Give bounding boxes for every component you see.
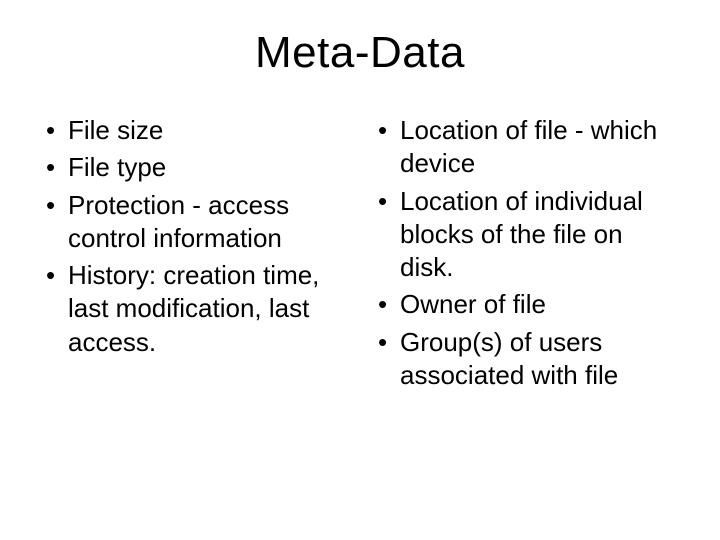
list-item: Owner of file <box>372 288 680 321</box>
right-bullet-list: Location of file - which device Location… <box>372 114 680 392</box>
columns-container: File size File type Protection - access … <box>40 114 680 396</box>
left-bullet-list: File size File type Protection - access … <box>40 114 348 359</box>
slide-title: Meta-Data <box>40 28 680 78</box>
list-item-text: Owner of file <box>400 289 546 319</box>
list-item: History: creation time, last modificatio… <box>40 259 348 359</box>
list-item-text: File type <box>68 152 166 182</box>
list-item: Group(s) of users associated with file <box>372 326 680 393</box>
list-item: Protection - access control information <box>40 189 348 256</box>
list-item: File type <box>40 151 348 184</box>
list-item-text: Location of individual blocks of the fil… <box>400 186 643 283</box>
list-item: Location of file - which device <box>372 114 680 181</box>
list-item-text: History: creation time, last modificatio… <box>68 260 319 357</box>
slide: Meta-Data File size File type Protection… <box>0 0 720 540</box>
list-item: File size <box>40 114 348 147</box>
list-item-text: File size <box>68 115 163 145</box>
list-item: Location of individual blocks of the fil… <box>372 185 680 285</box>
list-item-text: Location of file - which device <box>400 115 657 178</box>
list-item-text: Group(s) of users associated with file <box>400 327 618 390</box>
right-column: Location of file - which device Location… <box>372 114 680 396</box>
left-column: File size File type Protection - access … <box>40 114 348 396</box>
list-item-text: Protection - access control information <box>68 190 289 253</box>
